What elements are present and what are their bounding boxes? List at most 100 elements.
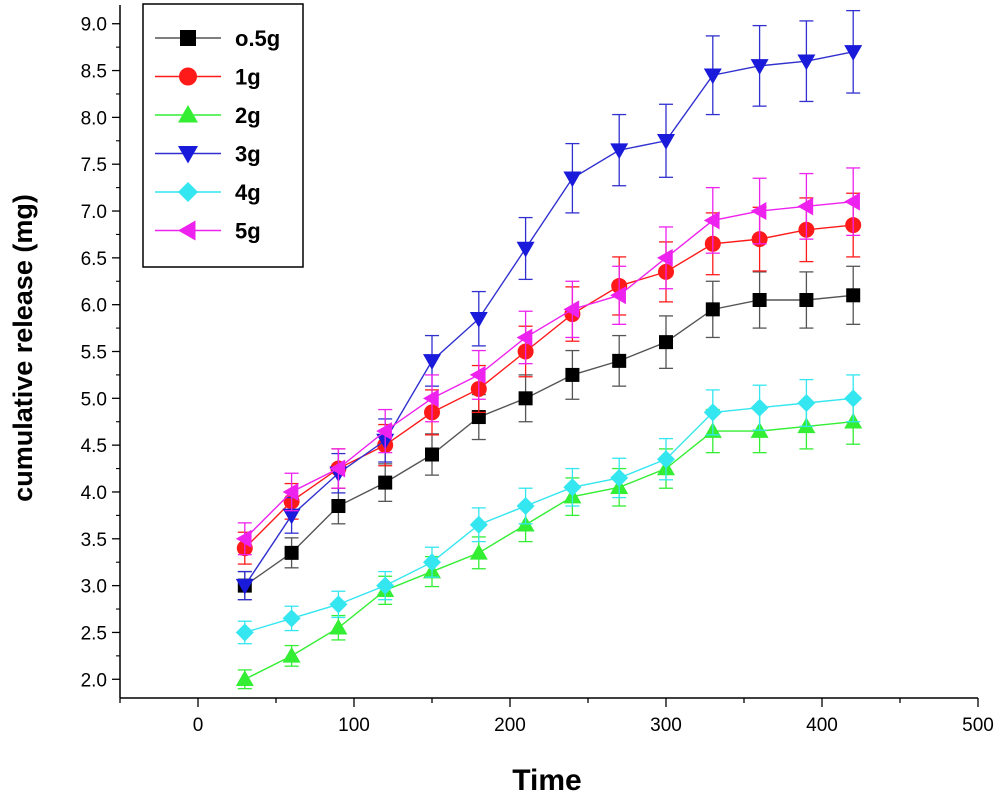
y-tick-label: 4.5 [81, 436, 107, 457]
data-point [799, 292, 814, 307]
y-tick-label: 8.5 [81, 62, 107, 83]
series-1g [236, 192, 862, 565]
data-point [797, 197, 814, 216]
data-point [565, 367, 580, 382]
y-tick-label: 3.5 [81, 530, 107, 551]
data-point [516, 497, 535, 516]
data-point [797, 394, 816, 413]
data-point [703, 68, 722, 85]
y-tick-label: 3.0 [81, 577, 107, 598]
data-point [423, 354, 441, 370]
data-point [329, 618, 348, 635]
x-tick-label: 300 [650, 715, 682, 736]
y-tick-label: 7.0 [81, 202, 107, 223]
series-line [244, 200, 854, 540]
legend-marker [179, 67, 197, 86]
y-tick-label: 6.0 [81, 296, 107, 317]
data-point [705, 302, 720, 317]
data-point [235, 578, 254, 595]
data-point [610, 286, 626, 305]
data-point [750, 398, 769, 417]
data-point [423, 389, 439, 408]
legend-label: 4g [235, 180, 261, 205]
data-point [657, 450, 675, 469]
y-tick-label: 5.0 [81, 389, 107, 410]
y-tick-label: 2.0 [81, 670, 107, 691]
x-tick-label: 0 [193, 715, 204, 736]
data-point [612, 353, 627, 368]
data-point [471, 410, 486, 425]
data-point [282, 609, 301, 628]
x-tick-label: 100 [338, 715, 370, 736]
series-line [244, 421, 854, 680]
data-point [518, 391, 533, 406]
data-point [282, 508, 301, 525]
data-point [752, 292, 767, 307]
legend-label: 2g [235, 103, 261, 128]
data-point [703, 403, 722, 422]
data-point [844, 45, 863, 61]
data-point [425, 447, 439, 462]
legend-label: 5g [235, 219, 261, 244]
data-point [469, 365, 486, 384]
data-point [329, 459, 346, 478]
y-tick-label: 8.0 [81, 108, 107, 129]
y-tick-label: 2.5 [81, 623, 107, 644]
data-point [657, 248, 673, 267]
legend-label: o.5g [235, 26, 280, 51]
series-2g [235, 398, 863, 690]
x-axis-title: Time [512, 764, 581, 797]
data-point [610, 468, 629, 487]
series-line [244, 294, 854, 587]
data-point [235, 623, 254, 642]
series-4g [235, 374, 863, 645]
legend-box [142, 3, 304, 268]
legend: o.5g 1g 2g 3g 4g 5g [142, 3, 304, 268]
data-point [282, 482, 299, 501]
data-point [703, 211, 720, 230]
legend-label: 1g [235, 65, 261, 90]
x-tick-label: 400 [806, 715, 838, 736]
x-tick-label: 200 [494, 715, 526, 736]
data-point [844, 192, 860, 211]
y-tick-label: 5.5 [81, 343, 107, 364]
data-point [846, 288, 861, 303]
data-point [329, 595, 348, 614]
data-point [750, 202, 767, 221]
x-tick-label: 500 [962, 715, 994, 736]
y-tick-label: 4.0 [81, 483, 107, 504]
data-point [610, 143, 629, 160]
legend-marker [178, 105, 198, 123]
data-point [376, 422, 392, 441]
data-point [378, 475, 393, 490]
data-point [563, 171, 582, 188]
data-point [563, 300, 580, 319]
data-point [516, 328, 533, 347]
data-point [797, 54, 816, 71]
y-tick-label: 9.0 [81, 15, 107, 36]
legend-marker [178, 182, 198, 202]
y-tick-label: 7.5 [81, 155, 107, 176]
data-point [469, 311, 488, 328]
data-point [235, 670, 254, 687]
legend-marker [178, 220, 196, 241]
data-point [423, 553, 441, 572]
data-point [516, 241, 535, 258]
legend-marker [178, 146, 198, 164]
series-o-5g [237, 265, 861, 601]
data-point [563, 478, 582, 497]
series-5g [235, 167, 861, 556]
data-point [376, 576, 395, 595]
data-point [750, 59, 769, 75]
legend-marker [180, 30, 196, 46]
data-point [282, 646, 301, 663]
legend-label: 3g [235, 142, 261, 167]
data-point [659, 335, 673, 350]
data-point [469, 515, 488, 534]
data-point [284, 545, 299, 560]
data-point [657, 134, 675, 150]
y-axis-title: cumulative release (mg) [8, 194, 38, 502]
data-point [469, 543, 488, 560]
data-point [331, 499, 346, 514]
